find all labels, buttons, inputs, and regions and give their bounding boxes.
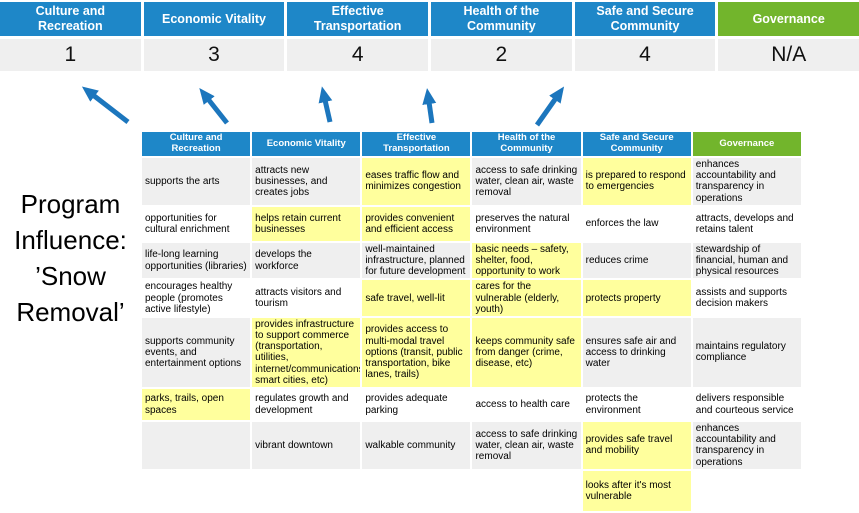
arrow-up-icon <box>81 86 130 124</box>
matrix-cell: vibrant downtown <box>252 422 361 469</box>
matrix-cell: attracts, develops and retains talent <box>692 206 801 241</box>
matrix-cell <box>362 470 471 511</box>
matrix-cell: encourages healthy people (promotes acti… <box>142 280 251 316</box>
matrix-header-cell: Economic Vitality <box>252 132 361 156</box>
program-title-line: Program <box>20 189 121 219</box>
matrix-cell: enhances accountability and transparency… <box>692 158 801 205</box>
matrix-row: supports the arts attracts new businesses… <box>142 158 801 205</box>
matrix-cell: protects the environment <box>582 389 691 420</box>
matrix-cell: assists and supports decision makers <box>692 280 801 316</box>
matrix-cell-highlighted: provides access to multi-modal travel op… <box>362 317 471 387</box>
scoreboard-header-cell: Governance <box>718 2 859 36</box>
scoreboard-header-cell: Economic Vitality <box>143 2 285 36</box>
matrix-cell-highlighted: cares for the vulnerable (elderly, youth… <box>472 280 581 316</box>
arrow-up-icon <box>534 86 565 127</box>
matrix-row: opportunities for cultural enrichment hel… <box>142 206 801 241</box>
matrix-cell-highlighted: parks, trails, open spaces <box>142 389 251 420</box>
matrix-cell-highlighted: eases traffic flow and minimizes congest… <box>362 158 471 205</box>
matrix-cell-highlighted: protects property <box>582 280 691 316</box>
scoreboard-header-cell: Culture and Recreation <box>0 2 141 36</box>
matrix-cell: regulates growth and development <box>252 389 361 420</box>
matrix-cell: attracts new businesses, and creates job… <box>252 158 361 205</box>
matrix-cell: supports the arts <box>142 158 251 205</box>
matrix-cell: develops the workforce <box>252 242 361 279</box>
matrix-cell: ensures safe air and access to drinking … <box>582 317 691 387</box>
program-title-line: ’Snow <box>35 261 106 291</box>
matrix-row: life-long learning opportunities (librar… <box>142 242 801 279</box>
score-value: 2 <box>431 39 572 71</box>
scoreboard-header-cell: Effective Transportation <box>287 2 429 36</box>
matrix-cell: stewardship of financial, human and phys… <box>692 242 801 279</box>
matrix-cell-highlighted: looks after it's most vulnerable <box>582 470 691 511</box>
score-value: N/A <box>718 39 859 71</box>
matrix-cell-highlighted: basic needs – safety, shelter, food, opp… <box>472 242 581 279</box>
matrix-cell: life-long learning opportunities (librar… <box>142 242 251 279</box>
matrix-cell-highlighted: safe travel, well-lit <box>362 280 471 316</box>
matrix-header-row: Culture and Recreation Economic Vitality E… <box>142 132 801 156</box>
arrow-up-icon <box>199 88 229 125</box>
score-value: 4 <box>287 39 429 71</box>
matrix-header-cell: Health of the Community <box>472 132 581 156</box>
scoreboard-header-cell: Health of the Community <box>431 2 572 36</box>
matrix-cell <box>142 470 251 511</box>
matrix-cell: enhances accountability and transparency… <box>692 422 801 469</box>
arrow-up-icon <box>318 86 333 123</box>
matrix-cell: enforces the law <box>582 206 691 241</box>
matrix-cell: delivers responsible and courteous servi… <box>692 389 801 420</box>
matrix-cell-highlighted: provides safe travel and mobility <box>582 422 691 469</box>
matrix-cell: reduces crime <box>582 242 691 279</box>
matrix-cell-highlighted: keeps community safe from danger (crime,… <box>472 317 581 387</box>
matrix-cell: access to health care <box>472 389 581 420</box>
matrix-cell: provides adequate parking <box>362 389 471 420</box>
matrix-cell: attracts visitors and tourism <box>252 280 361 316</box>
matrix-header-cell: Governance <box>692 132 801 156</box>
matrix-header-cell: Culture and Recreation <box>142 132 251 156</box>
matrix-row: supports community events, and entertain… <box>142 317 801 387</box>
matrix-cell-highlighted: is prepared to respond to emergencies <box>582 158 691 205</box>
matrix-cell <box>252 470 361 511</box>
matrix-header-cell: Effective Transportation <box>362 132 471 156</box>
score-value: 1 <box>0 39 141 71</box>
program-influence-title: Program Influence: ’Snow Removal’ <box>0 186 141 330</box>
scoreboard-score-row: 1 3 4 2 4 N/A <box>0 39 859 71</box>
benefits-matrix-table: Culture and Recreation Economic Vitality E… <box>140 130 803 513</box>
matrix-cell-highlighted: helps retain current businesses <box>252 206 361 241</box>
matrix-row: vibrant downtown walkable community access… <box>142 422 801 469</box>
arrow-up-icon <box>422 88 437 124</box>
matrix-cell: opportunities for cultural enrichment <box>142 206 251 241</box>
matrix-row: looks after it's most vulnerable <box>142 470 801 511</box>
matrix-cell: maintains regulatory compliance <box>692 317 801 387</box>
matrix-row: parks, trails, open spaces regulates grow… <box>142 389 801 420</box>
matrix-cell: supports community events, and entertain… <box>142 317 251 387</box>
matrix-cell-highlighted: provides convenient and efficient access <box>362 206 471 241</box>
matrix-cell: access to safe drinking water, clean air… <box>472 422 581 469</box>
matrix-cell <box>472 470 581 511</box>
scoreboard-header-row: Culture and Recreation Economic Vitality E… <box>0 2 859 36</box>
program-title-line: Influence: <box>14 225 127 255</box>
matrix-cell: well-maintained infrastructure, planned … <box>362 242 471 279</box>
matrix-row: encourages healthy people (promotes acti… <box>142 280 801 316</box>
score-value: 4 <box>574 39 716 71</box>
matrix-cell: walkable community <box>362 422 471 469</box>
matrix-cell: preserves the natural environment <box>472 206 581 241</box>
matrix-cell: access to safe drinking water, clean air… <box>472 158 581 205</box>
matrix-cell-highlighted: provides infrastructure to support comme… <box>252 317 361 387</box>
matrix-header-cell: Safe and Secure Community <box>582 132 691 156</box>
program-title-line: Removal’ <box>16 297 125 327</box>
scoreboard-header-cell: Safe and Secure Community <box>574 2 716 36</box>
matrix-cell <box>142 422 251 469</box>
score-value: 3 <box>143 39 285 71</box>
matrix-cell <box>692 470 801 511</box>
